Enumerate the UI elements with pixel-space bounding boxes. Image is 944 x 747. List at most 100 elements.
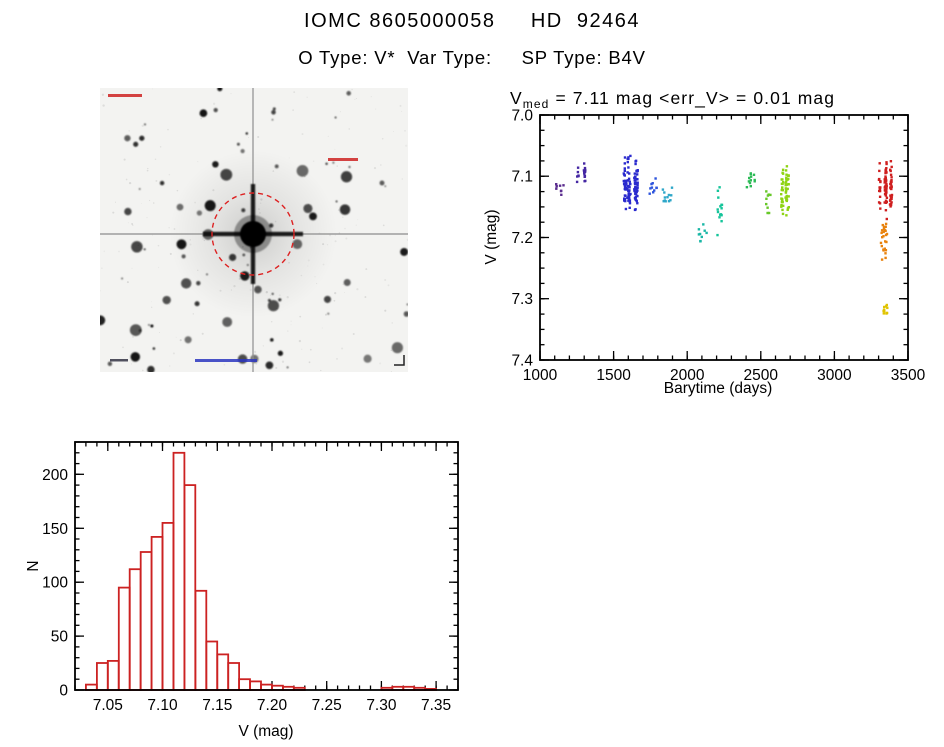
x-tick-label: 7.15 xyxy=(202,697,232,714)
data-point xyxy=(697,228,701,231)
star xyxy=(124,135,131,142)
data-point xyxy=(626,171,629,174)
data-point xyxy=(624,186,627,189)
data-point xyxy=(885,182,888,186)
noise-speck xyxy=(126,281,129,284)
noise-speck xyxy=(382,224,385,227)
star xyxy=(143,123,147,126)
data-point xyxy=(719,213,723,216)
data-point xyxy=(880,231,883,235)
data-point xyxy=(785,176,788,179)
data-point xyxy=(636,173,639,176)
noise-speck xyxy=(341,347,344,350)
data-point xyxy=(627,185,630,188)
data-point xyxy=(785,180,788,183)
noise-speck xyxy=(102,104,105,107)
data-point xyxy=(622,172,625,175)
noise-speck xyxy=(168,173,171,176)
data-point xyxy=(878,186,881,189)
data-point xyxy=(624,180,627,183)
noise-speck xyxy=(292,109,294,111)
data-point xyxy=(700,235,703,239)
star xyxy=(176,239,187,250)
data-point xyxy=(886,306,889,310)
noise-speck xyxy=(253,350,257,354)
data-point xyxy=(885,162,888,166)
data-point xyxy=(885,217,888,221)
star xyxy=(131,241,143,253)
data-point xyxy=(884,171,887,175)
star xyxy=(246,263,249,267)
data-point xyxy=(634,192,637,196)
noise-speck xyxy=(262,345,264,347)
data-point xyxy=(627,189,630,193)
histogram-xlabel: V (mag) xyxy=(238,723,293,740)
data-point xyxy=(780,197,783,200)
data-point xyxy=(718,186,721,189)
data-point xyxy=(666,196,669,199)
y-tick-label: 7.2 xyxy=(511,230,533,247)
star xyxy=(303,203,313,214)
noise-speck xyxy=(379,362,382,365)
noise-speck xyxy=(172,352,175,355)
data-point xyxy=(780,205,783,208)
noise-speck xyxy=(112,211,115,214)
star xyxy=(343,278,351,287)
noise-speck xyxy=(175,336,177,338)
star xyxy=(340,171,353,183)
data-point xyxy=(651,182,654,185)
noise-speck xyxy=(103,250,106,253)
noise-speck xyxy=(100,290,101,292)
data-point xyxy=(883,247,886,250)
data-point xyxy=(663,191,666,194)
data-point xyxy=(889,194,892,197)
noise-speck xyxy=(384,278,387,282)
lightcurve-title-sub: med xyxy=(523,97,550,111)
histogram-bar xyxy=(161,522,175,691)
noise-speck xyxy=(375,108,377,110)
x-tick-label: 7.05 xyxy=(93,697,123,714)
data-point xyxy=(784,169,788,172)
data-point xyxy=(720,220,723,223)
noise-speck xyxy=(101,93,105,96)
data-point xyxy=(749,185,752,188)
lightcurve-xlabel: Barytime (days) xyxy=(664,380,773,397)
noise-speck xyxy=(339,111,341,113)
noise-speck xyxy=(247,136,249,138)
noise-speck xyxy=(309,348,312,351)
noise-speck xyxy=(157,266,160,269)
noise-speck xyxy=(270,321,273,323)
star xyxy=(379,180,385,186)
data-point xyxy=(702,223,705,226)
noise-speck xyxy=(132,224,134,226)
data-point xyxy=(705,231,708,235)
data-point xyxy=(628,180,631,183)
annotation-mark xyxy=(328,158,358,161)
star xyxy=(159,180,165,186)
lightcurve-ylabel: V (mag) xyxy=(483,209,500,264)
center-star xyxy=(203,184,303,284)
data-point xyxy=(628,202,632,205)
histogram-bar xyxy=(227,662,240,691)
data-point xyxy=(633,182,637,185)
star xyxy=(212,161,219,168)
data-point xyxy=(652,191,655,194)
noise-speck xyxy=(131,363,132,365)
data-point xyxy=(877,178,881,181)
data-point xyxy=(583,175,587,178)
star xyxy=(124,207,132,216)
data-point xyxy=(670,194,673,197)
data-point xyxy=(885,185,888,189)
data-point xyxy=(884,176,887,180)
data-point xyxy=(889,187,893,190)
data-point xyxy=(628,172,631,175)
data-point xyxy=(781,189,784,192)
noise-speck xyxy=(201,332,204,335)
data-point xyxy=(577,174,580,178)
data-point xyxy=(699,239,702,243)
aperture-circle xyxy=(211,192,295,276)
star xyxy=(267,298,271,302)
star xyxy=(107,361,113,366)
noise-speck xyxy=(334,148,336,150)
noise-speck xyxy=(364,296,367,298)
